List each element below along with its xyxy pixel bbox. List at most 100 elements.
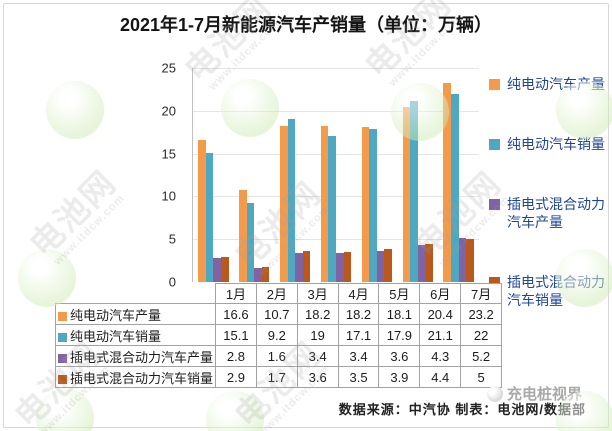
y-tick-label-0: 0 xyxy=(168,274,176,290)
row-label-cell: 纯电动汽车产量 xyxy=(54,303,217,325)
value-cell-series3-6月: 4.3 xyxy=(419,345,462,367)
bar-group-4月 xyxy=(316,68,357,282)
bar-series1-2月 xyxy=(239,190,247,282)
value-cell-series3-3月: 3.4 xyxy=(296,345,339,367)
value-cell-series1-4月: 18.2 xyxy=(337,303,380,325)
bar-series1-6月 xyxy=(402,107,411,282)
legend-marker-icon xyxy=(489,276,500,288)
bar-series3-3月 xyxy=(295,252,303,282)
watermark-site-url: www.itdcw.com xyxy=(51,192,128,268)
value-cell-series4-7月: 5 xyxy=(460,366,503,388)
gridline-y10 xyxy=(193,196,479,198)
value-cell-series4-1月: 2.9 xyxy=(215,366,257,388)
bar-group-1月 xyxy=(193,68,234,282)
watermark-text: 电池网 www.itdcw.com xyxy=(22,163,131,272)
bar-series2-7月 xyxy=(450,93,459,282)
value-cell-series2-2月: 9.2 xyxy=(255,324,298,346)
month-header-cell-6月: 6月 xyxy=(419,283,462,304)
value-cell-series1-3月: 18.2 xyxy=(296,303,339,325)
bar-series1-7月 xyxy=(443,83,451,282)
value-cell-series1-6月: 20.4 xyxy=(419,303,462,325)
value-cell-series2-7月: 22 xyxy=(460,324,503,346)
bar-series4-7月 xyxy=(466,239,474,282)
value-cell-series3-5月: 3.6 xyxy=(378,345,421,367)
month-header-cell-2月: 2月 xyxy=(255,283,298,304)
brand-logo-icon xyxy=(487,385,503,402)
table-row-series2: 纯电动汽车销量 15.1 9.2 19 17.1 17.9 21.1 22 xyxy=(54,324,503,346)
bar-series2-6月 xyxy=(410,101,418,282)
series-marker-icon xyxy=(58,374,67,384)
legend-item-4: 插电式混合动力汽车销量 xyxy=(489,274,608,310)
month-header-cell-7月: 7月 xyxy=(460,283,503,304)
value-cell-series2-6月: 21.1 xyxy=(419,324,462,346)
bar-series2-4月 xyxy=(328,135,336,282)
month-header-cell-1月: 1月 xyxy=(215,283,257,304)
bar-series4-6月 xyxy=(425,244,433,282)
legend-label: 插电式混合动力汽车产量 xyxy=(507,195,605,230)
value-cell-series4-3月: 3.6 xyxy=(296,366,339,388)
row-label-cell: 插电式混合动力汽车销量 xyxy=(54,366,217,388)
bar-group-2月 xyxy=(234,68,275,282)
value-cell-series4-4月: 3.5 xyxy=(337,366,380,388)
bar-series3-5月 xyxy=(376,251,385,282)
value-cell-series3-4月: 3.4 xyxy=(337,345,380,367)
bar-series3-7月 xyxy=(458,237,467,282)
bar-series3-4月 xyxy=(335,252,344,282)
bar-series2-3月 xyxy=(287,119,296,282)
y-tick-label-25: 25 xyxy=(161,60,176,76)
value-cell-series2-5月: 17.9 xyxy=(378,324,421,346)
legend-item-2: 纯电动汽车销量 xyxy=(489,136,608,154)
value-cell-series2-1月: 15.1 xyxy=(215,324,257,346)
legend-marker-icon xyxy=(489,198,500,210)
legend-label: 纯电动汽车销量 xyxy=(507,135,605,152)
bar-group-3月 xyxy=(275,68,316,282)
bar-series1-5月 xyxy=(361,127,370,282)
bar-series2-2月 xyxy=(246,203,255,282)
bar-group-7月 xyxy=(438,68,479,282)
value-cell-series1-5月: 18.1 xyxy=(378,303,421,325)
legend: 纯电动汽车产量 纯电动汽车销量插电式混合动力汽车产量插电式混合动力汽车销量 xyxy=(489,76,608,309)
gridline-y5 xyxy=(193,239,479,241)
bar-series3-1月 xyxy=(213,258,222,282)
month-header-cell-3月: 3月 xyxy=(296,283,339,304)
value-cell-series1-7月: 23.2 xyxy=(460,303,503,325)
bar-series4-4月 xyxy=(343,252,352,282)
bar-series4-1月 xyxy=(221,257,229,282)
row-label-cell: 纯电动汽车销量 xyxy=(54,324,217,346)
bar-group-5月 xyxy=(356,68,397,282)
bar-group-6月 xyxy=(397,68,438,282)
series-marker-icon xyxy=(58,311,67,321)
value-cell-series4-6月: 4.4 xyxy=(419,366,462,388)
source-credit: 数据来源：中汽协 制表：电池网/数据部 xyxy=(338,402,586,417)
page-title: 2021年1-7月新能源汽车产销量（单位：万辆） xyxy=(119,15,493,35)
legend-item-1: 纯电动汽车产量 xyxy=(489,76,608,94)
legend-label: 纯电动汽车产量 xyxy=(507,76,605,92)
legend-marker-icon xyxy=(489,138,500,150)
series-marker-icon xyxy=(58,332,67,342)
table-row-series3: 插电式混合动力汽车产量 2.8 1.6 3.4 3.4 3.6 4.3 5.2 xyxy=(54,345,503,367)
bar-series2-1月 xyxy=(205,152,214,282)
watermark-globe-icon xyxy=(36,389,94,431)
y-tick-label-5: 5 xyxy=(168,231,176,247)
value-cell-series1-2月: 10.7 xyxy=(255,303,298,325)
table-corner-cell xyxy=(56,284,216,304)
bar-series1-4月 xyxy=(320,126,329,282)
gridline-y15 xyxy=(193,153,479,155)
value-cell-series1-1月: 16.6 xyxy=(215,303,257,325)
watermark-globe-icon xyxy=(46,81,104,139)
y-tick-label-20: 20 xyxy=(161,103,176,119)
legend-item-3: 插电式混合动力汽车产量 xyxy=(489,196,608,232)
month-header-cell-5月: 5月 xyxy=(378,283,421,304)
watermark-site-name: 电池网 xyxy=(22,163,124,264)
y-tick-label-15: 15 xyxy=(161,146,176,162)
bar-series1-1月 xyxy=(198,139,206,282)
value-cell-series3-7月: 5.2 xyxy=(460,345,503,367)
table-row-series1: 纯电动汽车产量 16.6 10.7 18.2 18.2 18.1 20.4 23.2 xyxy=(54,303,503,325)
bar-series3-6月 xyxy=(417,245,426,282)
value-cell-series2-3月: 19 xyxy=(296,324,339,346)
value-cell-series2-4月: 17.1 xyxy=(337,324,380,346)
bar-series3-2月 xyxy=(254,268,262,282)
value-cell-series4-2月: 1.7 xyxy=(255,366,298,388)
bar-series4-3月 xyxy=(302,251,311,282)
bar-series4-2月 xyxy=(261,267,270,282)
